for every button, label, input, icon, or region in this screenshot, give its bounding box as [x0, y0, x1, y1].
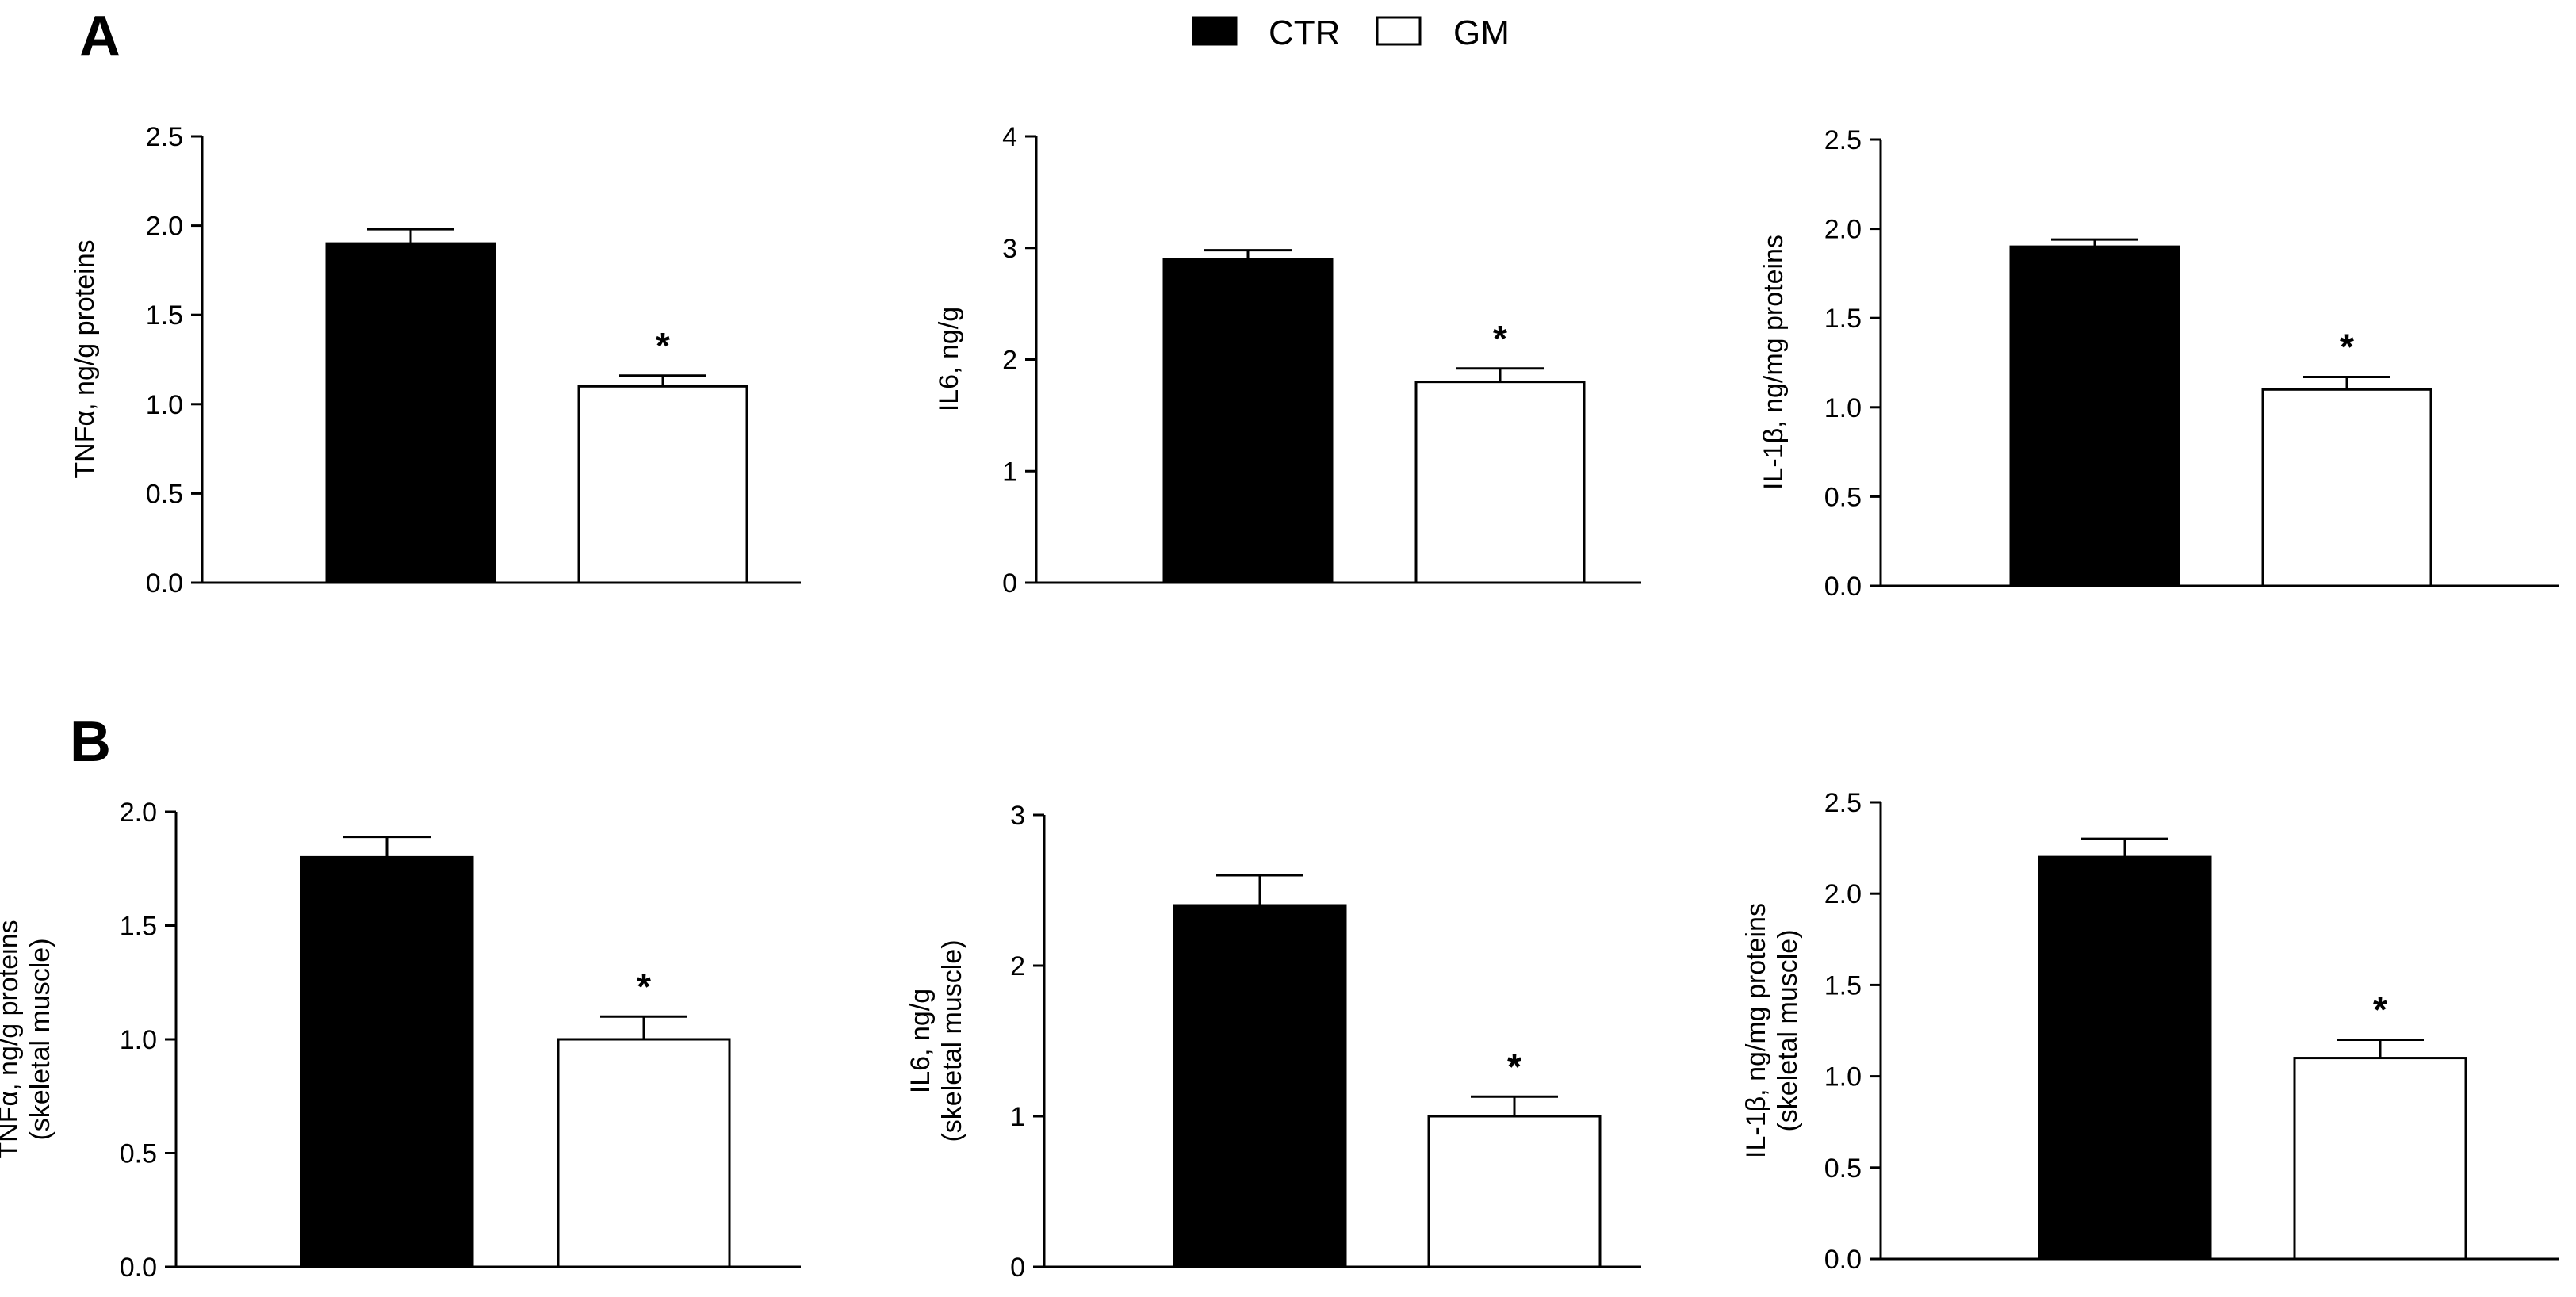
significance-marker: * [2373, 989, 2387, 1031]
bar-ctr [2038, 855, 2212, 1261]
y-tick-label: 2.0 [146, 212, 183, 242]
y-tick-label: 1.0 [1824, 393, 1862, 423]
y-tick-label: 1 [1002, 457, 1017, 487]
y-tick-label: 4 [1002, 122, 1017, 152]
y-tick-label: 0.0 [146, 568, 183, 599]
bar-ctr [325, 242, 496, 584]
y-axis-label-line: (skeletal muscle) [25, 938, 56, 1140]
y-tick-label: 0 [1010, 1253, 1025, 1283]
bar-ctr [2009, 245, 2180, 587]
bar-ctr [1173, 904, 1347, 1268]
panel-label-a: A [79, 5, 121, 68]
chart-b-il6-muscle: 0 1 2 3 IL6, ng/g(skeletal muscle) * [905, 801, 1641, 1283]
bar-ctr [300, 855, 474, 1268]
y-axis-label: IL-1β, ng/mg proteins [1759, 235, 1789, 490]
y-tick-label: 1.0 [146, 390, 183, 420]
y-tick-label: 2.5 [1824, 788, 1862, 818]
y-tick-label: 1.5 [1824, 970, 1862, 1000]
significance-marker: * [656, 325, 670, 366]
y-tick-label: 1.5 [146, 300, 183, 331]
legend-label-gm: GM [1453, 13, 1510, 52]
bar-gm [1427, 1115, 1602, 1268]
chart-a-tnf-alpha: 0.0 0.5 1.0 1.5 2.0 2.5 TNFα, ng/g proteins * [70, 122, 801, 599]
y-axis-label-line: IL6, ng/g [934, 307, 964, 411]
y-tick-label: 3 [1002, 234, 1017, 264]
y-tick-label: 0 [1002, 568, 1017, 599]
y-axis-label: TNFα, ng/g proteins [70, 239, 100, 478]
chart-a-il6: 0 1 2 3 4 IL6, ng/g * [934, 122, 1641, 599]
panel-label-b: B [70, 710, 111, 774]
y-tick-label: 2.0 [1824, 215, 1862, 245]
y-axis-label-line: (skeletal muscle) [1773, 929, 1803, 1131]
bar-gm [2261, 388, 2432, 587]
y-axis-label-line: IL6, ng/g [905, 989, 936, 1093]
legend-swatch-ctr [1192, 16, 1238, 46]
y-axis-label-line: TNFα, ng/g proteins [0, 920, 24, 1158]
legend: CTR GM [1192, 13, 1510, 52]
chart-b-tnf-alpha-muscle: 0.0 0.5 1.0 1.5 2.0 TNFα, ng/g proteins(skele… [0, 798, 801, 1283]
legend-swatch-gm [1376, 16, 1422, 46]
significance-marker: * [1507, 1046, 1521, 1087]
y-tick-label: 2.0 [1824, 879, 1862, 909]
legend-label-ctr: CTR [1269, 13, 1340, 52]
bar-gm [1414, 381, 1586, 584]
y-tick-label: 1.0 [1824, 1062, 1862, 1092]
y-axis-label-line: TNFα, ng/g proteins [70, 239, 100, 478]
y-axis-label: TNFα, ng/g proteins(skeletal muscle) [0, 920, 56, 1158]
y-tick-label: 2 [1010, 951, 1025, 981]
significance-marker: * [2340, 327, 2354, 368]
y-tick-label: 1.5 [1824, 304, 1862, 334]
bar-ctr [1162, 258, 1334, 584]
y-tick-label: 2.5 [146, 122, 183, 152]
y-tick-label: 1.5 [120, 912, 157, 942]
y-tick-label: 1.0 [120, 1025, 157, 1055]
y-axis-label: IL6, ng/g [934, 307, 964, 411]
y-tick-label: 0.5 [146, 479, 183, 509]
significance-marker: * [1493, 318, 1507, 359]
y-axis-label: IL-1β, ng/mg proteins(skeletal muscle) [1741, 903, 1803, 1158]
y-axis-label: IL6, ng/g(skeletal muscle) [905, 939, 967, 1142]
y-tick-label: 2.0 [120, 798, 157, 828]
significance-marker: * [637, 966, 651, 1007]
y-tick-label: 0.0 [1824, 572, 1862, 602]
y-tick-label: 0.0 [120, 1253, 157, 1283]
y-axis-label-line: (skeletal muscle) [937, 939, 967, 1142]
bar-gm [2293, 1057, 2467, 1261]
y-tick-label: 2.5 [1824, 125, 1862, 155]
y-axis-label-line: IL-1β, ng/mg proteins [1759, 235, 1789, 490]
y-tick-label: 0.5 [120, 1139, 157, 1169]
bar-gm [577, 385, 748, 584]
chart-a-il1-beta: 0.0 0.5 1.0 1.5 2.0 2.5 IL-1β, ng/mg proteins * [1759, 125, 2559, 602]
y-tick-label: 3 [1010, 801, 1025, 831]
y-axis-label-line: IL-1β, ng/mg proteins [1741, 903, 1771, 1158]
bar-gm [557, 1038, 731, 1268]
y-tick-label: 1 [1010, 1102, 1025, 1132]
y-tick-label: 0.0 [1824, 1245, 1862, 1275]
y-tick-label: 0.5 [1824, 482, 1862, 512]
y-tick-label: 2 [1002, 346, 1017, 376]
chart-b-il1-beta-muscle: 0.0 0.5 1.0 1.5 2.0 2.5 IL-1β, ng/mg proteins(… [1741, 788, 2559, 1275]
y-tick-label: 0.5 [1824, 1154, 1862, 1184]
